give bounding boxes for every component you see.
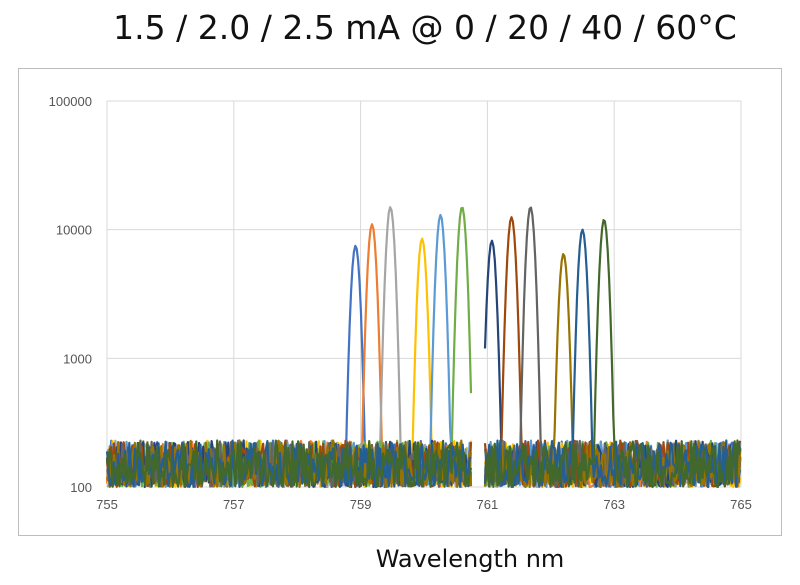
series-line-12 — [484, 219, 742, 489]
x-tick-label: 761 — [477, 497, 499, 512]
x-axis-title: Wavelength nm — [375, 545, 565, 573]
series-line-11 — [105, 439, 472, 489]
y-tick-label: 1000 — [63, 351, 92, 366]
plot-area: 755 757 759 761 763 765 100 1000 10000 100000 — [49, 94, 752, 512]
x-tick-label: 757 — [223, 497, 245, 512]
series-line-12 — [105, 439, 473, 489]
x-tick-label: 755 — [96, 497, 118, 512]
chart-frame: 755 757 759 761 763 765 100 1000 10000 100000 — [18, 68, 782, 536]
y-tick-label: 10000 — [56, 223, 92, 238]
chart-title: 1.5 / 2.0 / 2.5 mA @ 0 / 20 / 40 / 60°C — [113, 8, 737, 47]
x-tick-label: 765 — [730, 497, 752, 512]
x-tick-label: 759 — [350, 497, 372, 512]
x-tick-label: 763 — [603, 497, 625, 512]
grid-layer — [106, 100, 742, 488]
tick-layer: 755 757 759 761 763 765 100 1000 10000 100000 — [49, 94, 752, 512]
series-layer — [105, 206, 742, 489]
y-tick-label: 100000 — [49, 94, 92, 109]
y-tick-label: 100 — [70, 480, 92, 495]
